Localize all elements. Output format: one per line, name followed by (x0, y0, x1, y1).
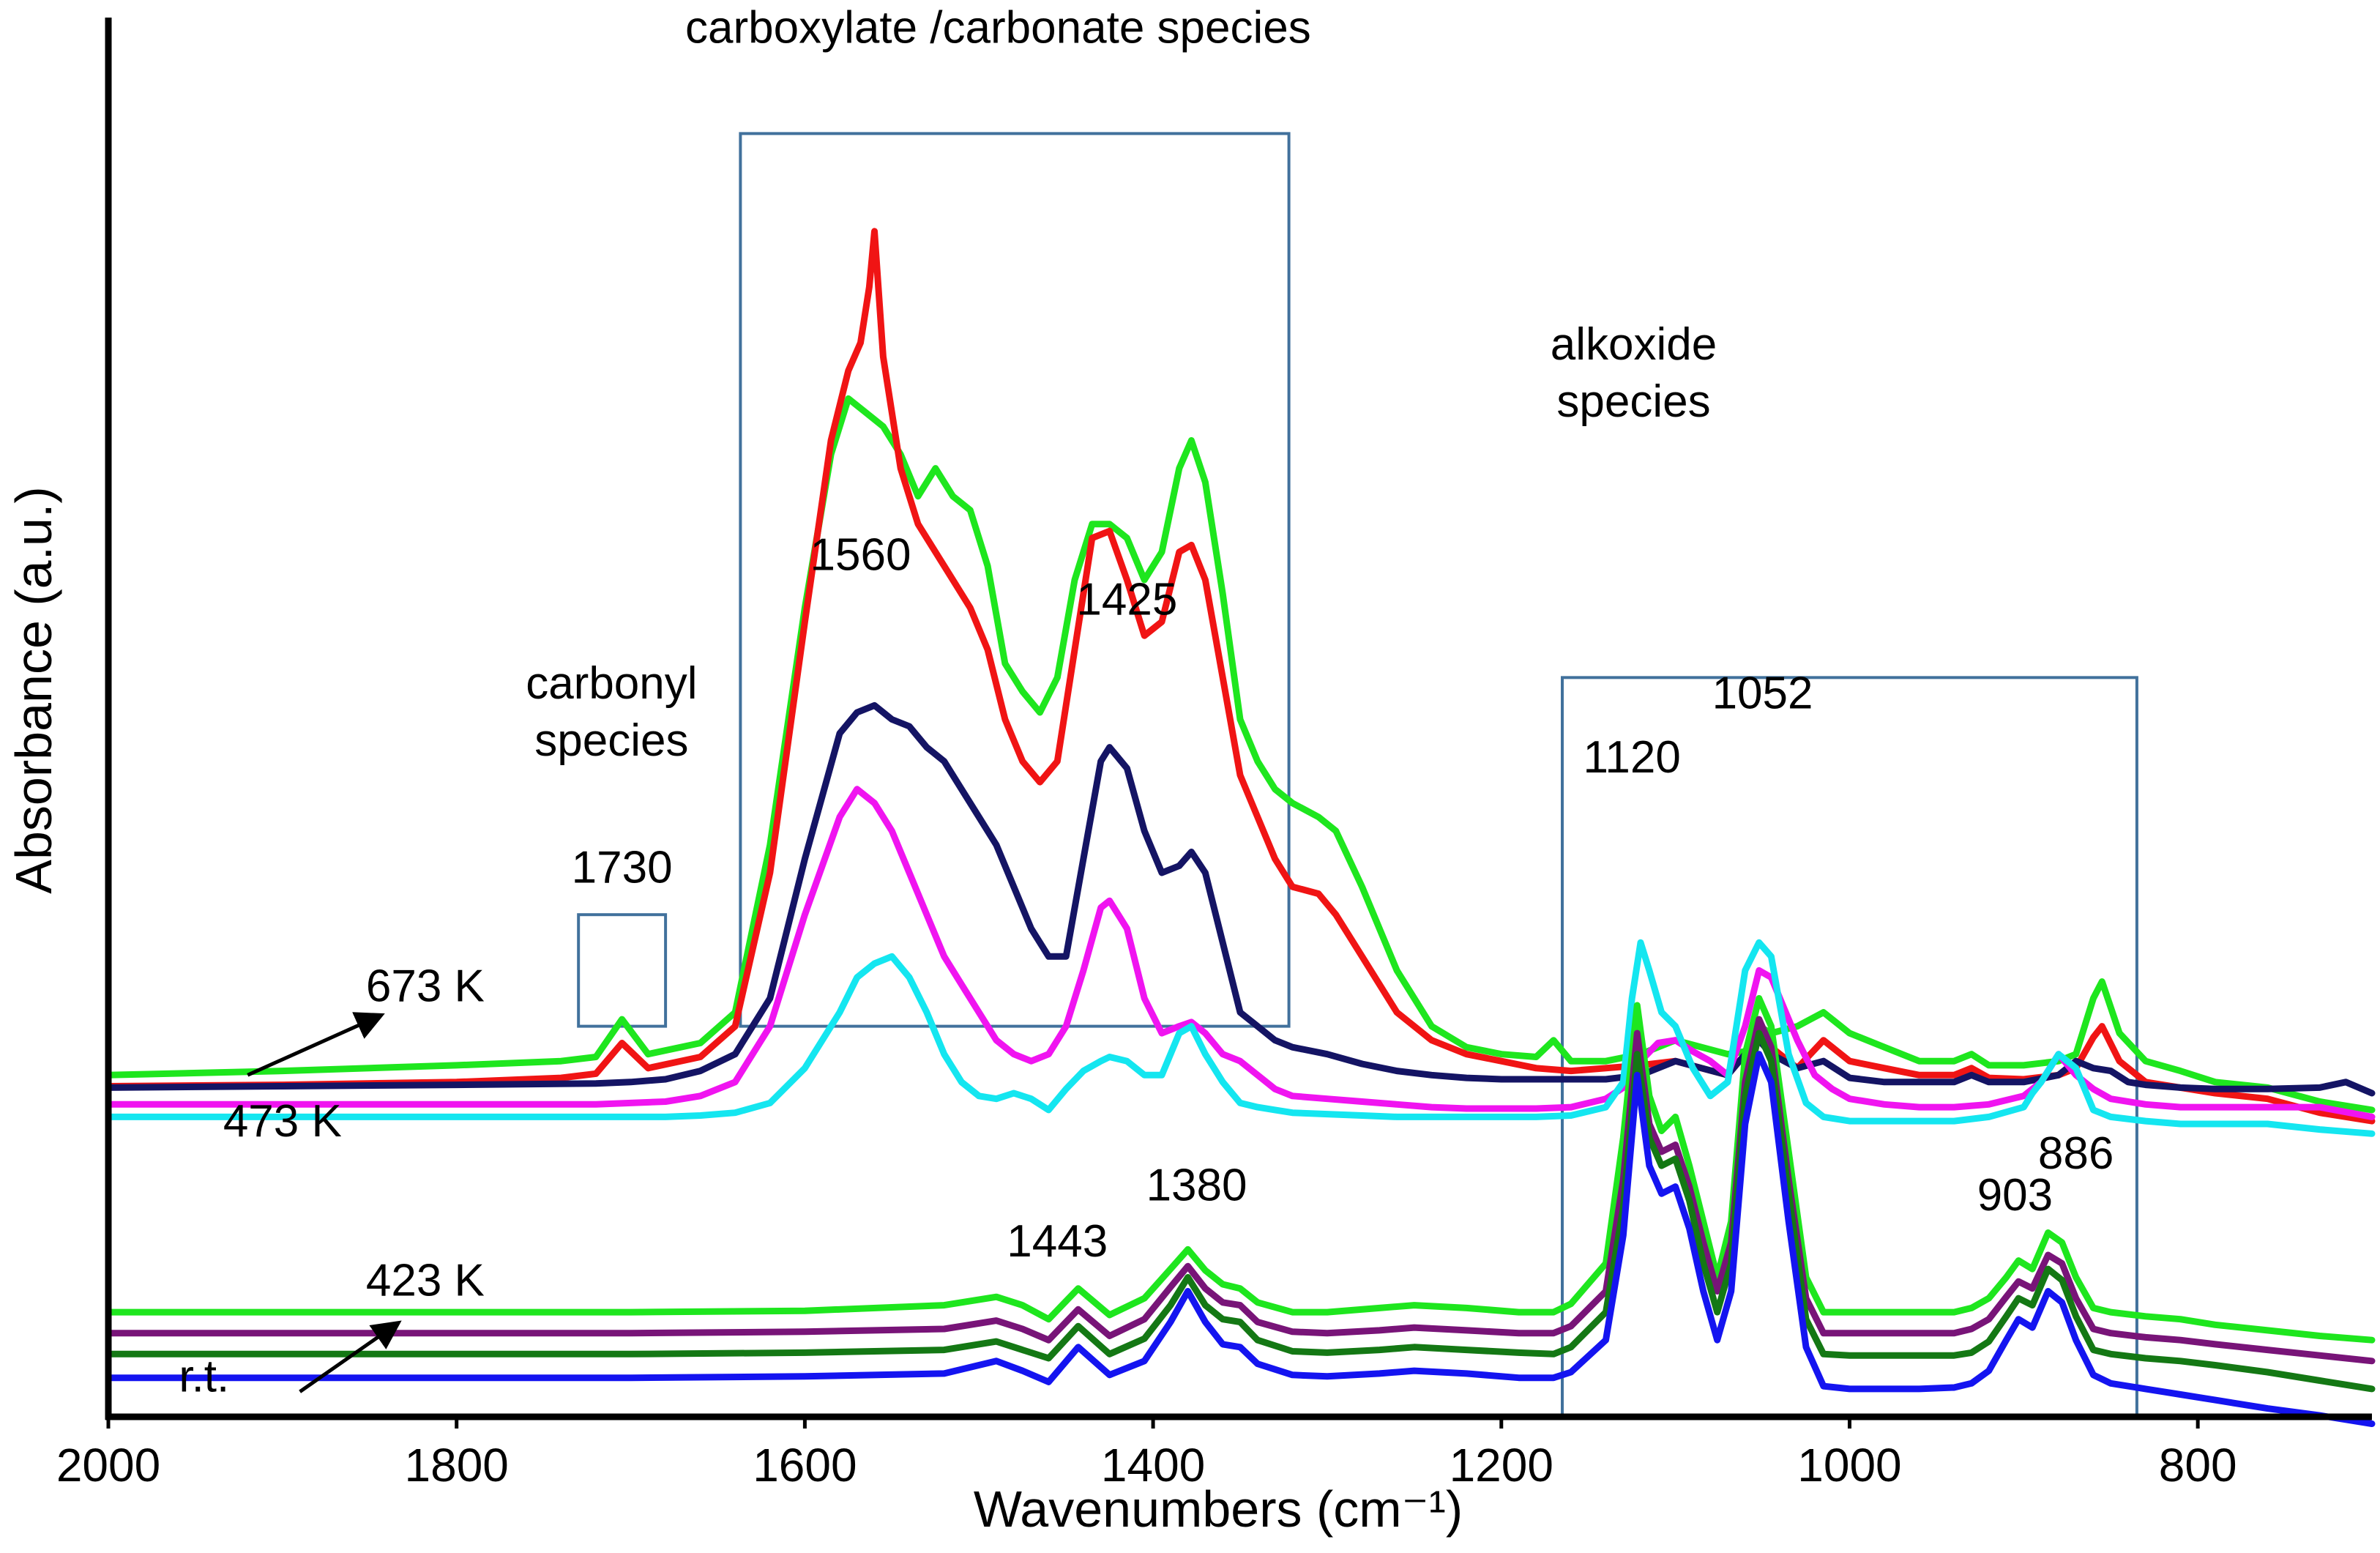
peak-label-1052: 1052 (1712, 668, 1813, 718)
temperature-label-3: r.t. (179, 1352, 229, 1402)
spectra-series (105, 228, 2376, 1427)
x-tick-label-1: 1800 (405, 1439, 509, 1491)
series-line-6 (105, 1016, 2376, 1365)
x-tick-label-2: 1600 (753, 1439, 857, 1491)
peak-label-886: 886 (2038, 1128, 2114, 1179)
region-label-carboxylate-carbonate-0: carboxylate /carbonate species (685, 3, 1311, 53)
series-line-1 (105, 228, 2376, 1125)
x-tick-label-6: 800 (2159, 1439, 2237, 1491)
x-tick-label-4: 1200 (1450, 1439, 1553, 1491)
temperature-label-1: 473 K (223, 1096, 342, 1147)
temperature-label-2: 423 K (366, 1255, 485, 1306)
series-line-0 (105, 395, 2376, 1114)
region-label-alkoxide-1: species (1556, 376, 1710, 427)
temperature-label-0: 673 K (366, 961, 485, 1011)
x-tick-label-0: 2000 (56, 1439, 160, 1491)
series-line-3 (105, 786, 2376, 1120)
x-axis-ticks: 2000 1800 1600 1400 1200 1000 800 (56, 1417, 2237, 1491)
peak-label-1560: 1560 (810, 530, 911, 581)
series-line-7 (105, 1029, 2376, 1393)
peak-label-1443: 1443 (1007, 1216, 1108, 1267)
temperature-arrow-0 (247, 1012, 385, 1077)
region-label-carbonyl-1: species (534, 715, 688, 766)
temperature-arrow-2 (299, 1320, 402, 1393)
region-box-carboxylate-carbonate (739, 132, 1291, 1028)
series-line-5 (105, 995, 2376, 1344)
x-tick-label-3: 1400 (1101, 1439, 1205, 1491)
peak-label-1120: 1120 (1583, 732, 1680, 783)
peak-label-1730: 1730 (572, 842, 673, 893)
peak-label-1425: 1425 (1076, 575, 1177, 625)
peak-label-1380: 1380 (1146, 1161, 1247, 1211)
region-label-alkoxide-0: alkoxide (1551, 319, 1717, 370)
x-tick-label-5: 1000 (1797, 1439, 1901, 1491)
series-line-4 (105, 939, 2376, 1137)
region-box-carbonyl (577, 913, 668, 1028)
region-label-carbonyl-0: carbonyl (526, 658, 697, 709)
series-line-8 (105, 1051, 2376, 1427)
series-line-2 (105, 701, 2376, 1097)
axes (105, 18, 2372, 1420)
x-axis-label: Wavenumbers (cm⁻¹) (974, 1481, 1463, 1538)
y-axis-label: Absorbance (a.u.) (5, 486, 62, 893)
peak-label-903: 903 (1977, 1170, 2053, 1221)
annotations: carbonyl species carboxylate /carbonate sp… (179, 3, 2114, 1402)
